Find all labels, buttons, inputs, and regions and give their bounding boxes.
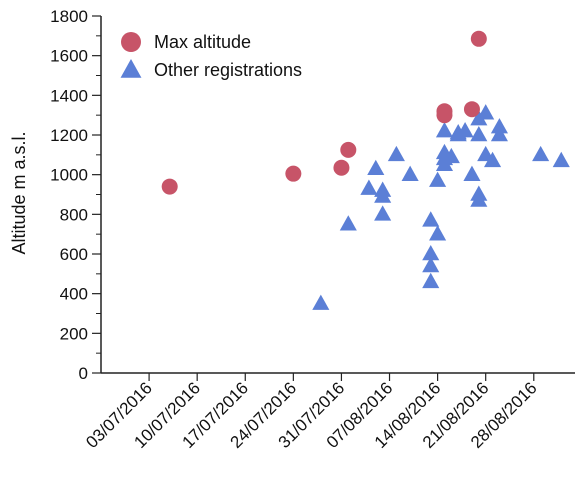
max-altitude-point bbox=[436, 107, 453, 124]
y-tick-label: 400 bbox=[60, 285, 88, 304]
other-registration-point bbox=[374, 187, 392, 203]
y-tick-label: 600 bbox=[60, 245, 88, 264]
y-tick-label: 800 bbox=[60, 205, 88, 224]
other-registration-point bbox=[552, 151, 570, 168]
max-altitude-point bbox=[161, 178, 178, 195]
other-registration-point bbox=[422, 272, 440, 289]
y-axis-title: Altitude m a.s.l. bbox=[9, 131, 29, 254]
other-registration-point bbox=[463, 165, 481, 181]
y-tick-label: 1000 bbox=[50, 166, 88, 185]
max-altitude-point bbox=[340, 141, 357, 158]
other-registration-point bbox=[477, 104, 495, 120]
other-registration-point bbox=[429, 171, 447, 187]
other-registration-point bbox=[312, 294, 330, 310]
other-registration-point bbox=[374, 205, 392, 221]
other-registration-point bbox=[360, 179, 378, 195]
other-registration-point bbox=[435, 122, 454, 138]
legend-label: Max altitude bbox=[154, 32, 251, 52]
other-registration-point bbox=[470, 126, 488, 142]
max-altitude-point bbox=[285, 165, 302, 182]
y-tick-label: 200 bbox=[60, 324, 88, 343]
other-registration-point bbox=[401, 165, 419, 181]
other-registration-point bbox=[422, 211, 440, 227]
other-registration-point bbox=[490, 126, 508, 142]
other-registration-point bbox=[470, 191, 488, 207]
y-tick-label: 1200 bbox=[50, 126, 88, 145]
other-registration-point bbox=[442, 147, 460, 164]
other-registration-point bbox=[339, 215, 357, 231]
legend-max-altitude-marker bbox=[121, 32, 141, 52]
other-registration-point bbox=[422, 245, 440, 261]
other-registration-point bbox=[422, 256, 440, 273]
other-registration-point bbox=[456, 122, 474, 138]
y-tick-label: 1400 bbox=[50, 86, 88, 105]
y-tick-label: 0 bbox=[79, 364, 88, 383]
max-altitude-point bbox=[333, 159, 350, 176]
max-altitude-point bbox=[463, 101, 480, 118]
other-registration-point bbox=[387, 145, 405, 162]
legend-label: Other registrations bbox=[154, 60, 302, 80]
other-registration-point bbox=[429, 225, 447, 241]
other-registration-point bbox=[367, 159, 385, 176]
other-registration-point bbox=[532, 145, 550, 162]
y-tick-label: 1600 bbox=[50, 47, 88, 66]
other-registration-point bbox=[490, 118, 508, 134]
y-tick-label: 1800 bbox=[50, 7, 88, 26]
other-registration-point bbox=[484, 151, 502, 168]
legend-other-registrations-marker bbox=[120, 59, 142, 78]
max-altitude-point bbox=[470, 30, 487, 47]
